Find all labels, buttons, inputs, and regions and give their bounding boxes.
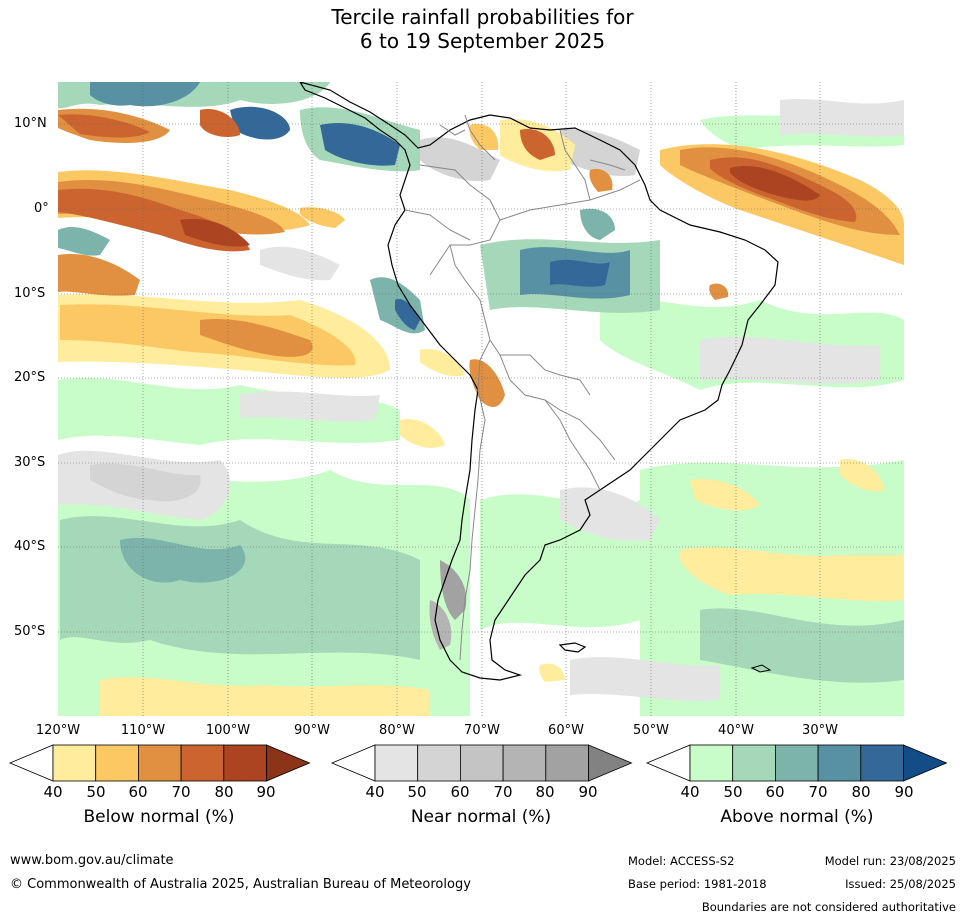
graticule [58,82,904,716]
colorbar-segment [502,744,547,782]
colorbar-segment [95,744,139,782]
cb-tick: 40 [680,783,700,801]
model-label: Model: ACCESS-S2 [628,854,735,868]
colorbar-segment [732,744,776,782]
below-normal-areas [58,108,904,716]
lat-label: 10°N [14,116,47,131]
lon-label: 90°W [294,723,330,738]
colorbar-segment [545,744,589,782]
cb-tick: 80 [214,783,234,801]
lon-label: 50°W [633,723,669,738]
lon-label: 100°W [205,723,251,738]
cb-tick: 40 [365,783,385,801]
lon-label: 30°W [802,723,838,738]
lon-label: 120°W [35,723,81,738]
cb-tick: 90 [894,783,914,801]
colorbar-near-normal [330,744,633,782]
colorbar-high-extension [588,744,633,782]
colorbar-low-extension [8,744,54,782]
cb-tick: 50 [407,783,427,801]
map-title-line2: 6 to 19 September 2025 [359,29,606,53]
lon-label: 80°W [379,723,415,738]
colorbar-segment [374,744,419,782]
colorbar-segment [817,744,862,782]
lat-label: 40°S [14,539,46,554]
colorbar-low-extension [645,744,691,782]
cb-tick: 40 [43,783,63,801]
country-borders [404,114,641,661]
base-period-label: Base period: 1981-2018 [628,877,767,891]
lat-label: 0° [34,201,49,216]
cb-tick: 60 [765,783,785,801]
issued-label: Issued: 25/08/2025 [845,877,956,891]
cb-tick: 80 [851,783,871,801]
cb-tick: 50 [723,783,743,801]
colorbar-segment [223,744,267,782]
lat-label: 50°S [14,624,46,639]
falkland-islands [558,642,587,653]
colorbar-segment [775,744,819,782]
colorbar-above-title: Above normal (%) [720,807,874,827]
website-link[interactable]: www.bom.gov.au/climate [10,853,174,868]
south-america-coastline [299,82,779,681]
boundaries-note: Boundaries are not considered authoritat… [701,900,956,914]
cb-tick: 60 [450,783,470,801]
colorbar-segment [689,744,734,782]
colorbar-segment [180,744,225,782]
colorbar-high-extension [903,744,948,782]
colorbar-below-normal [8,744,311,782]
south-georgia [750,664,772,673]
colorbar-near-title: Near normal (%) [410,807,552,827]
cb-tick: 70 [171,783,191,801]
cb-tick: 70 [493,783,513,801]
colorbar-segment [137,744,182,782]
cb-tick: 80 [535,783,555,801]
lon-label: 110°W [120,723,166,738]
colorbar-below-title: Below normal (%) [83,807,235,827]
colorbar-segment [417,744,461,782]
model-run-label: Model run: 23/08/2025 [824,854,956,868]
lat-label: 10°S [14,286,46,301]
lat-label: 30°S [14,455,46,470]
colorbar-above-normal [645,744,948,782]
cb-tick: 70 [808,783,828,801]
colorbar-segment [459,744,504,782]
lon-label: 70°W [464,723,500,738]
cb-tick: 50 [86,783,106,801]
cb-tick: 60 [128,783,148,801]
map-title-line1: Tercile rainfall probabilities for [331,5,634,29]
colorbar-low-extension [330,744,376,782]
colorbar-segment [52,744,97,782]
colorbar-high-extension [266,744,311,782]
lat-label: 20°S [14,370,46,385]
lon-label: 40°W [718,723,754,738]
cb-tick: 90 [256,783,276,801]
lon-label: 60°W [548,723,584,738]
above-normal-areas [58,82,904,716]
cb-tick: 90 [578,783,598,801]
copyright-text: © Commonwealth of Australia 2025, Austra… [10,877,471,892]
colorbar-segment [860,744,904,782]
